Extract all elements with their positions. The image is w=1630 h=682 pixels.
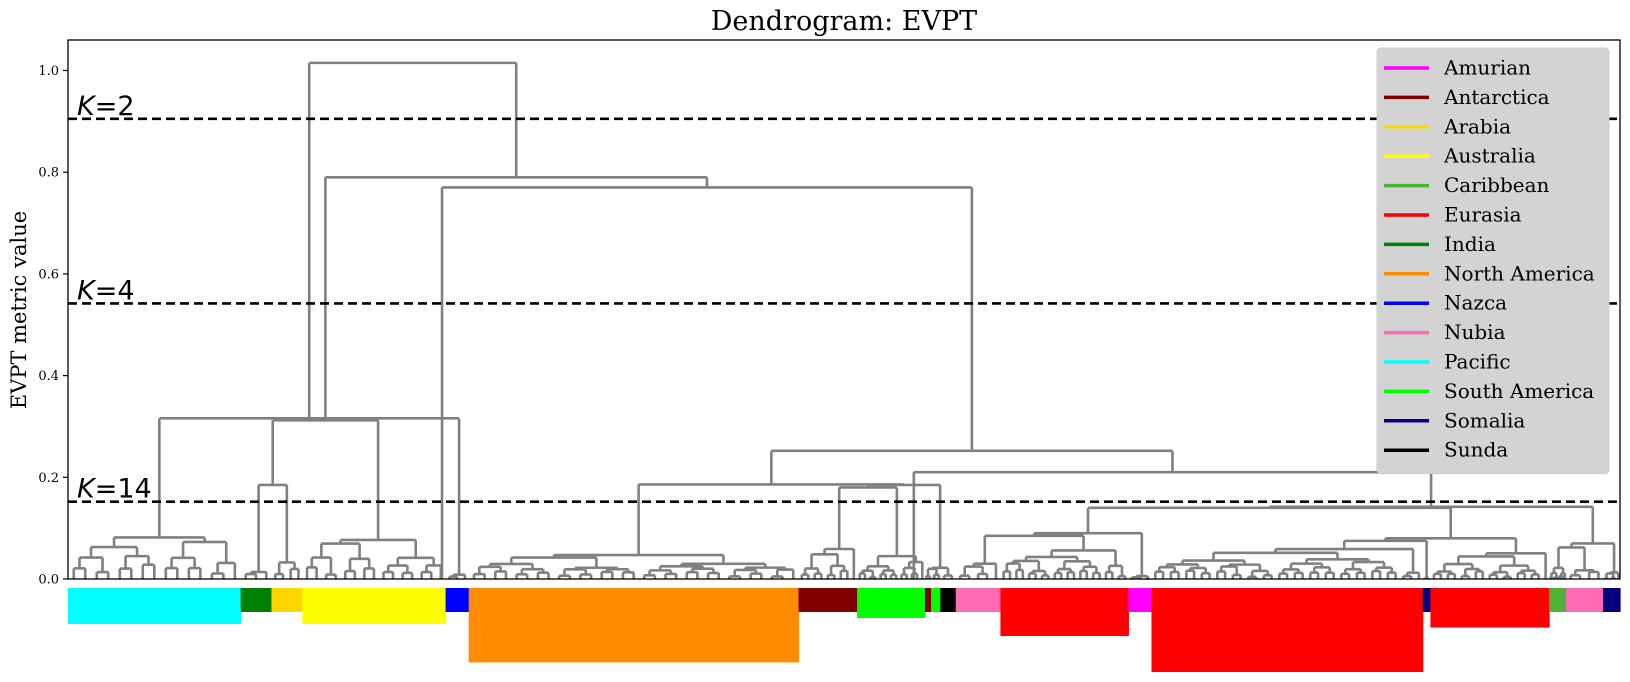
colorbar-segment [1430, 588, 1550, 628]
legend-label: Eurasia [1444, 203, 1522, 227]
colorbar-segment [857, 588, 926, 618]
colorbar-segment [1000, 588, 1129, 636]
legend-label: Nubia [1444, 320, 1506, 344]
axes-frame [67, 39, 1621, 580]
legend-label: Australia [1443, 144, 1536, 168]
legend-label: South America [1444, 379, 1594, 403]
legend-label: Amurian [1443, 56, 1531, 80]
colorbar-segment [445, 588, 470, 612]
y-tick-label: 0.2 [38, 471, 59, 486]
legend-label: Nazca [1444, 291, 1507, 315]
colorbar-segment [1549, 588, 1567, 612]
legend-label: Antarctica [1443, 85, 1550, 109]
legend-label: Somalia [1444, 408, 1525, 432]
legend-label: India [1444, 232, 1496, 256]
colorbar-segment [955, 588, 1002, 612]
colorbar-segment [940, 588, 957, 612]
colorbar-segment [924, 588, 932, 612]
threshold-label: K=14 [77, 474, 152, 505]
y-tick-label: 0.8 [38, 166, 59, 181]
leaf-plate-colorbar [68, 588, 1621, 672]
dendrogram-tree [72, 61, 1620, 580]
colorbar-segment [1566, 588, 1604, 612]
colorbar-segment [1603, 588, 1621, 612]
y-tick-label: 0.0 [38, 573, 59, 588]
colorbar-segment [1151, 588, 1424, 672]
threshold-label: K=4 [77, 275, 135, 306]
legend-box [1376, 47, 1610, 475]
colorbar-segment [931, 588, 941, 612]
legend-label: Sunda [1444, 438, 1508, 462]
threshold-label: K=2 [77, 91, 135, 122]
threshold-lines: K=2 K=4 K=14 [68, 91, 1620, 505]
legend-label: Arabia [1443, 114, 1511, 138]
colorbar-segment [68, 588, 242, 624]
legend-label: North America [1444, 261, 1595, 285]
legend-label: Caribbean [1444, 173, 1550, 197]
legend-label: Pacific [1444, 350, 1511, 374]
colorbar-segment [798, 588, 858, 612]
colorbar-segment [468, 588, 800, 663]
chart-title: Dendrogram: EVPT [711, 6, 977, 37]
y-axis-ticks: 0.0 0.2 0.4 0.6 0.8 1.0 [38, 64, 68, 588]
y-axis-label: EVPT metric value [7, 211, 31, 409]
y-tick-label: 1.0 [38, 64, 59, 79]
y-tick-label: 0.4 [38, 369, 59, 384]
y-tick-label: 0.6 [38, 267, 59, 282]
colorbar-segment [1128, 588, 1153, 612]
colorbar-segment [1422, 588, 1432, 612]
colorbar-segment [302, 588, 447, 624]
legend: Amurian Antarctica Arabia Australia Caribbea… [1376, 47, 1610, 475]
colorbar-segment [240, 588, 273, 612]
colorbar-segment [271, 588, 303, 612]
